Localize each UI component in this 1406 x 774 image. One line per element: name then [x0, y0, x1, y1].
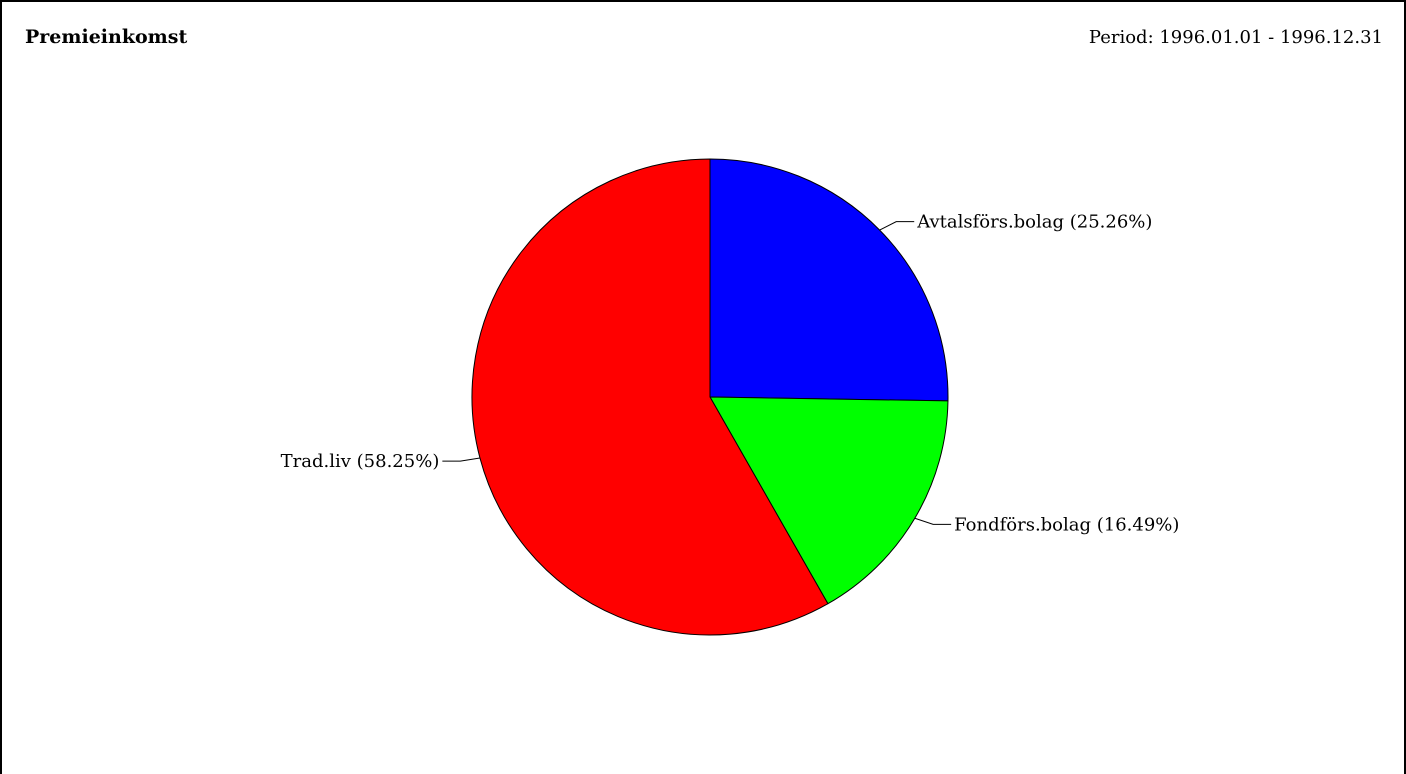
slice-label-avtalsf-rs-bolag: Avtalsförs.bolag (25.26%): [916, 212, 1152, 233]
slice-label-fondf-rs-bolag: Fondförs.bolag (16.49%): [954, 514, 1179, 535]
slice-label-trad-liv: Trad.liv (58.25%): [281, 451, 440, 472]
pie-slice-fondf-rs-bolag: [709, 396, 949, 605]
leader-line-avtalsf-rs-bolag: [879, 221, 915, 231]
chart-title: Premieinkomst: [25, 26, 188, 48]
pie-slice-avtalsf-rs-bolag: [709, 158, 949, 402]
leader-line-trad-liv: [442, 457, 481, 462]
period-label: Period: 1996.01.01 - 1996.12.31: [1088, 27, 1383, 48]
leader-line-fondf-rs-bolag: [914, 517, 952, 525]
